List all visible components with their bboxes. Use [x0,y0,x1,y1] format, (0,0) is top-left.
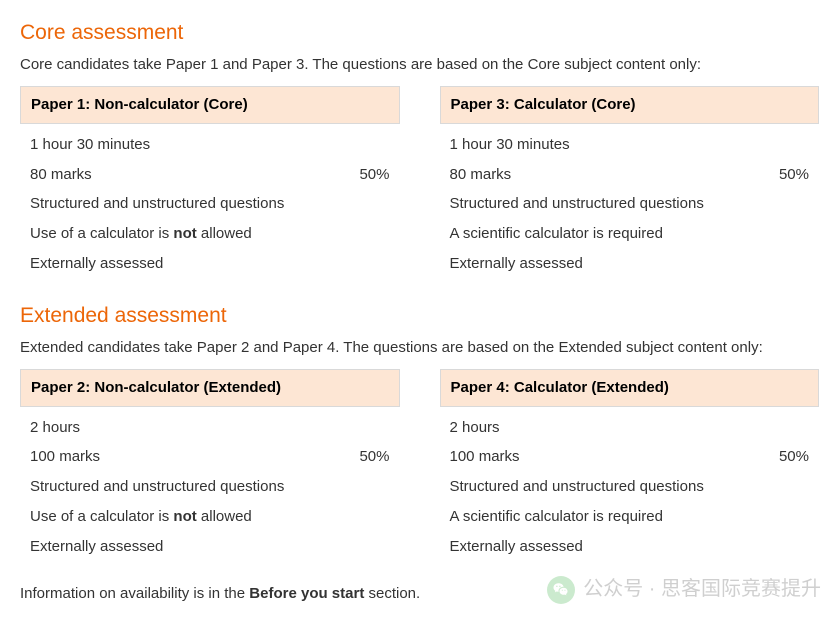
duration: 1 hour 30 minutes [30,134,150,156]
duration: 2 hours [450,417,500,439]
weight: 50% [359,446,389,468]
calc-note: Use of a calculator is not allowed [30,506,252,528]
core-row: Paper 1: Non-calculator (Core) 1 hour 30… [20,86,819,283]
weight: 50% [359,164,389,186]
extended-intro: Extended candidates take Paper 2 and Pap… [20,337,819,359]
structure: Structured and unstructured questions [450,193,704,215]
extended-title: Extended assessment [20,301,819,331]
core-intro: Core candidates take Paper 1 and Paper 3… [20,54,819,76]
marks: 80 marks [450,164,512,186]
weight: 50% [779,446,809,468]
assessed: Externally assessed [450,253,583,275]
structure: Structured and unstructured questions [30,193,284,215]
core-title: Core assessment [20,18,819,48]
assessed: Externally assessed [450,536,583,558]
weight: 50% [779,164,809,186]
card-header: Paper 2: Non-calculator (Extended) [20,369,400,407]
calc-note: Use of a calculator is not allowed [30,223,252,245]
structure: Structured and unstructured questions [450,476,704,498]
card-paper2: Paper 2: Non-calculator (Extended) 2 hou… [20,369,400,566]
card-paper1: Paper 1: Non-calculator (Core) 1 hour 30… [20,86,400,283]
duration: 1 hour 30 minutes [450,134,570,156]
marks: 100 marks [30,446,100,468]
marks: 100 marks [450,446,520,468]
extended-row: Paper 2: Non-calculator (Extended) 2 hou… [20,369,819,566]
card-body: 2 hours 100 marks 50% Structured and uns… [440,407,820,558]
card-paper4: Paper 4: Calculator (Extended) 2 hours 1… [440,369,820,566]
marks: 80 marks [30,164,92,186]
card-paper3: Paper 3: Calculator (Core) 1 hour 30 min… [440,86,820,283]
card-header: Paper 3: Calculator (Core) [440,86,820,124]
calc-note: A scientific calculator is required [450,506,663,528]
footer-note: Information on availability is in the Be… [20,583,819,605]
card-header: Paper 4: Calculator (Extended) [440,369,820,407]
duration: 2 hours [30,417,80,439]
calc-note: A scientific calculator is required [450,223,663,245]
card-body: 1 hour 30 minutes 80 marks 50% Structure… [440,124,820,275]
assessed: Externally assessed [30,536,163,558]
structure: Structured and unstructured questions [30,476,284,498]
card-header: Paper 1: Non-calculator (Core) [20,86,400,124]
card-body: 1 hour 30 minutes 80 marks 50% Structure… [20,124,400,275]
assessed: Externally assessed [30,253,163,275]
card-body: 2 hours 100 marks 50% Structured and uns… [20,407,400,558]
